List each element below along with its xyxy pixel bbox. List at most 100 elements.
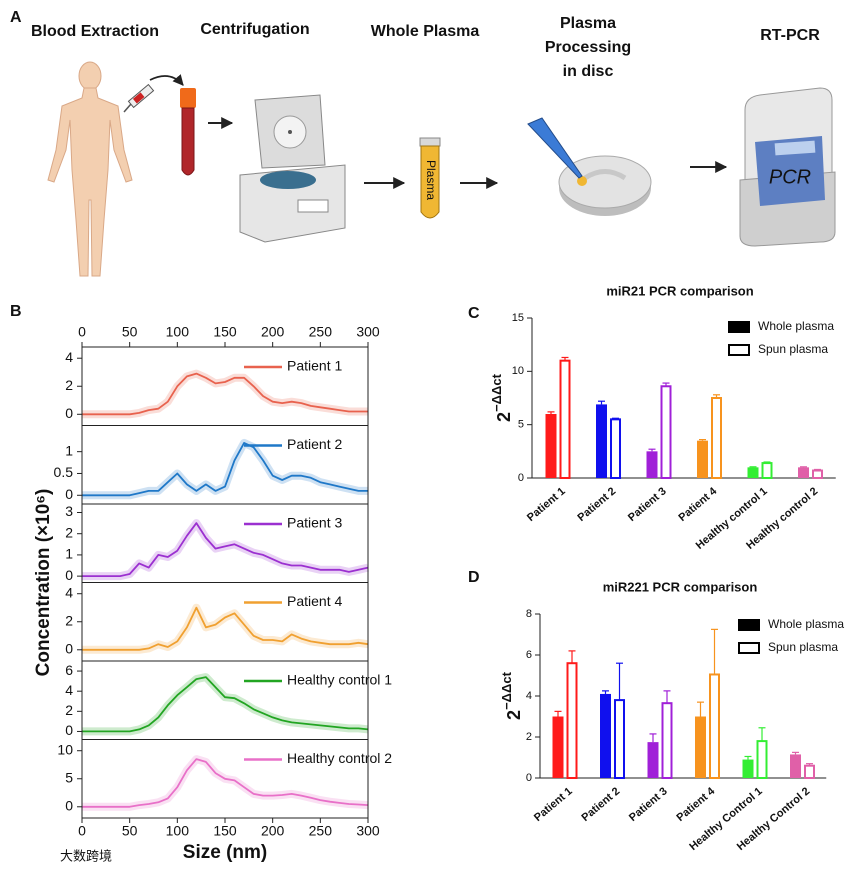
bar	[709, 673, 720, 779]
y-tick-label: 0	[65, 797, 73, 813]
x-tick-label: 200	[261, 324, 285, 340]
y-axis-label: Concentration (×10⁶)	[33, 489, 54, 677]
y-tick-label: 6	[65, 662, 73, 678]
panel-label: A	[10, 9, 22, 26]
bar	[761, 462, 773, 480]
x-tick-label: Patient 3	[627, 785, 670, 824]
legend-label: Whole plasma	[768, 617, 844, 631]
x-tick-label: Patient 3	[626, 485, 669, 524]
legend-swatch	[728, 321, 750, 333]
x-tick-label: Patient 4	[674, 785, 718, 824]
y-tick-label: 1	[65, 546, 73, 562]
y-tick-label: 1	[65, 442, 73, 458]
step-title: RT-PCR	[760, 27, 820, 44]
bar	[695, 716, 706, 778]
y-tick-label: 4	[65, 349, 73, 365]
bar	[804, 764, 815, 780]
bar	[552, 716, 564, 778]
line	[82, 758, 369, 808]
y-label-base: 2	[504, 710, 524, 720]
y-tick-label: 5	[518, 419, 524, 431]
bar	[545, 414, 557, 478]
line	[82, 442, 368, 497]
disc-illustration	[527, 117, 652, 216]
step-title: in disc	[563, 63, 614, 80]
y-tick-label: 0	[526, 772, 532, 784]
y-label-base: 2	[494, 412, 514, 422]
step-title: Processing	[545, 39, 631, 56]
plasma-tube: Plasma	[419, 137, 441, 219]
x-tick-label: Patient 4	[676, 485, 720, 524]
bar	[600, 693, 611, 778]
legend-label: Patient 3	[287, 515, 342, 531]
pcr-machine: PCR	[739, 87, 836, 247]
x-tick-label: 250	[309, 324, 333, 340]
y-tick-label: 2	[65, 377, 73, 393]
y-tick-label: 2	[65, 524, 73, 540]
tube-label: Plasma	[424, 160, 438, 200]
y-tick-label: 4	[526, 690, 532, 702]
bar	[596, 404, 607, 478]
bar	[646, 451, 658, 478]
x-tick-label: 150	[213, 324, 237, 340]
x-tick-label: Patient 1	[532, 785, 575, 824]
legend-label: Healthy control 1	[287, 672, 392, 688]
y-tick-label: 10	[512, 365, 524, 377]
y-axis-label: 2−ΔΔct	[499, 671, 523, 720]
y-tick-label: 2	[65, 702, 73, 718]
line-band	[82, 755, 369, 811]
bar	[798, 467, 809, 478]
y-tick-label: 8	[526, 608, 532, 620]
x-tick-label: 150	[213, 823, 237, 839]
y-tick-label: 0	[65, 640, 73, 656]
y-tick-label: 4	[65, 584, 73, 600]
bar	[614, 699, 625, 779]
x-tick-label: Patient 2	[575, 485, 618, 524]
panel-label: B	[10, 303, 22, 320]
legend-swatch	[738, 642, 760, 654]
x-axis-label: Size (nm)	[183, 842, 267, 863]
x-tick-label: 200	[261, 823, 285, 839]
x-tick-label: 300	[356, 823, 380, 839]
blood-tube	[180, 88, 196, 176]
x-tick-label: Patient 2	[579, 785, 622, 824]
y-tick-label: 0	[65, 722, 73, 738]
line	[82, 522, 369, 577]
x-tick-label: 300	[356, 324, 380, 340]
y-axis-label: 2−ΔΔct	[489, 373, 513, 422]
legend-label: Spun plasma	[768, 640, 838, 654]
watermark: 大数跨境	[60, 848, 112, 863]
y-tick-label: 2	[65, 612, 73, 628]
legend-label: Whole plasma	[758, 319, 834, 333]
y-tick-label: 10	[57, 741, 73, 757]
bar	[742, 759, 754, 778]
bar	[711, 397, 722, 479]
x-tick-label: Patient 1	[525, 485, 568, 524]
legend-swatch	[738, 619, 760, 631]
bar	[661, 702, 673, 779]
y-tick-label: 4	[65, 682, 73, 698]
legend-label: Patient 2	[287, 436, 342, 452]
chart-title: miR221 PCR comparison	[603, 579, 758, 594]
line	[82, 372, 368, 416]
x-tick-label: 100	[166, 324, 190, 340]
y-tick-label: 6	[526, 649, 532, 661]
x-tick-label: 50	[122, 823, 138, 839]
bar	[559, 359, 571, 479]
bar	[610, 418, 621, 480]
line	[82, 606, 369, 651]
step-title: Plasma	[560, 15, 616, 32]
bar	[697, 440, 708, 478]
x-tick-label: 100	[166, 823, 190, 839]
legend-label: Patient 4	[287, 593, 342, 609]
legend-label: Healthy control 2	[287, 750, 392, 766]
y-tick-label: 15	[512, 312, 524, 324]
y-tick-label: 0	[65, 405, 73, 421]
line-band	[82, 519, 369, 581]
x-tick-label: 0	[78, 823, 86, 839]
bar	[812, 469, 823, 479]
bar	[756, 740, 768, 779]
y-label-exponent: −ΔΔct	[499, 671, 514, 710]
bar	[647, 742, 659, 778]
bar	[566, 662, 578, 780]
